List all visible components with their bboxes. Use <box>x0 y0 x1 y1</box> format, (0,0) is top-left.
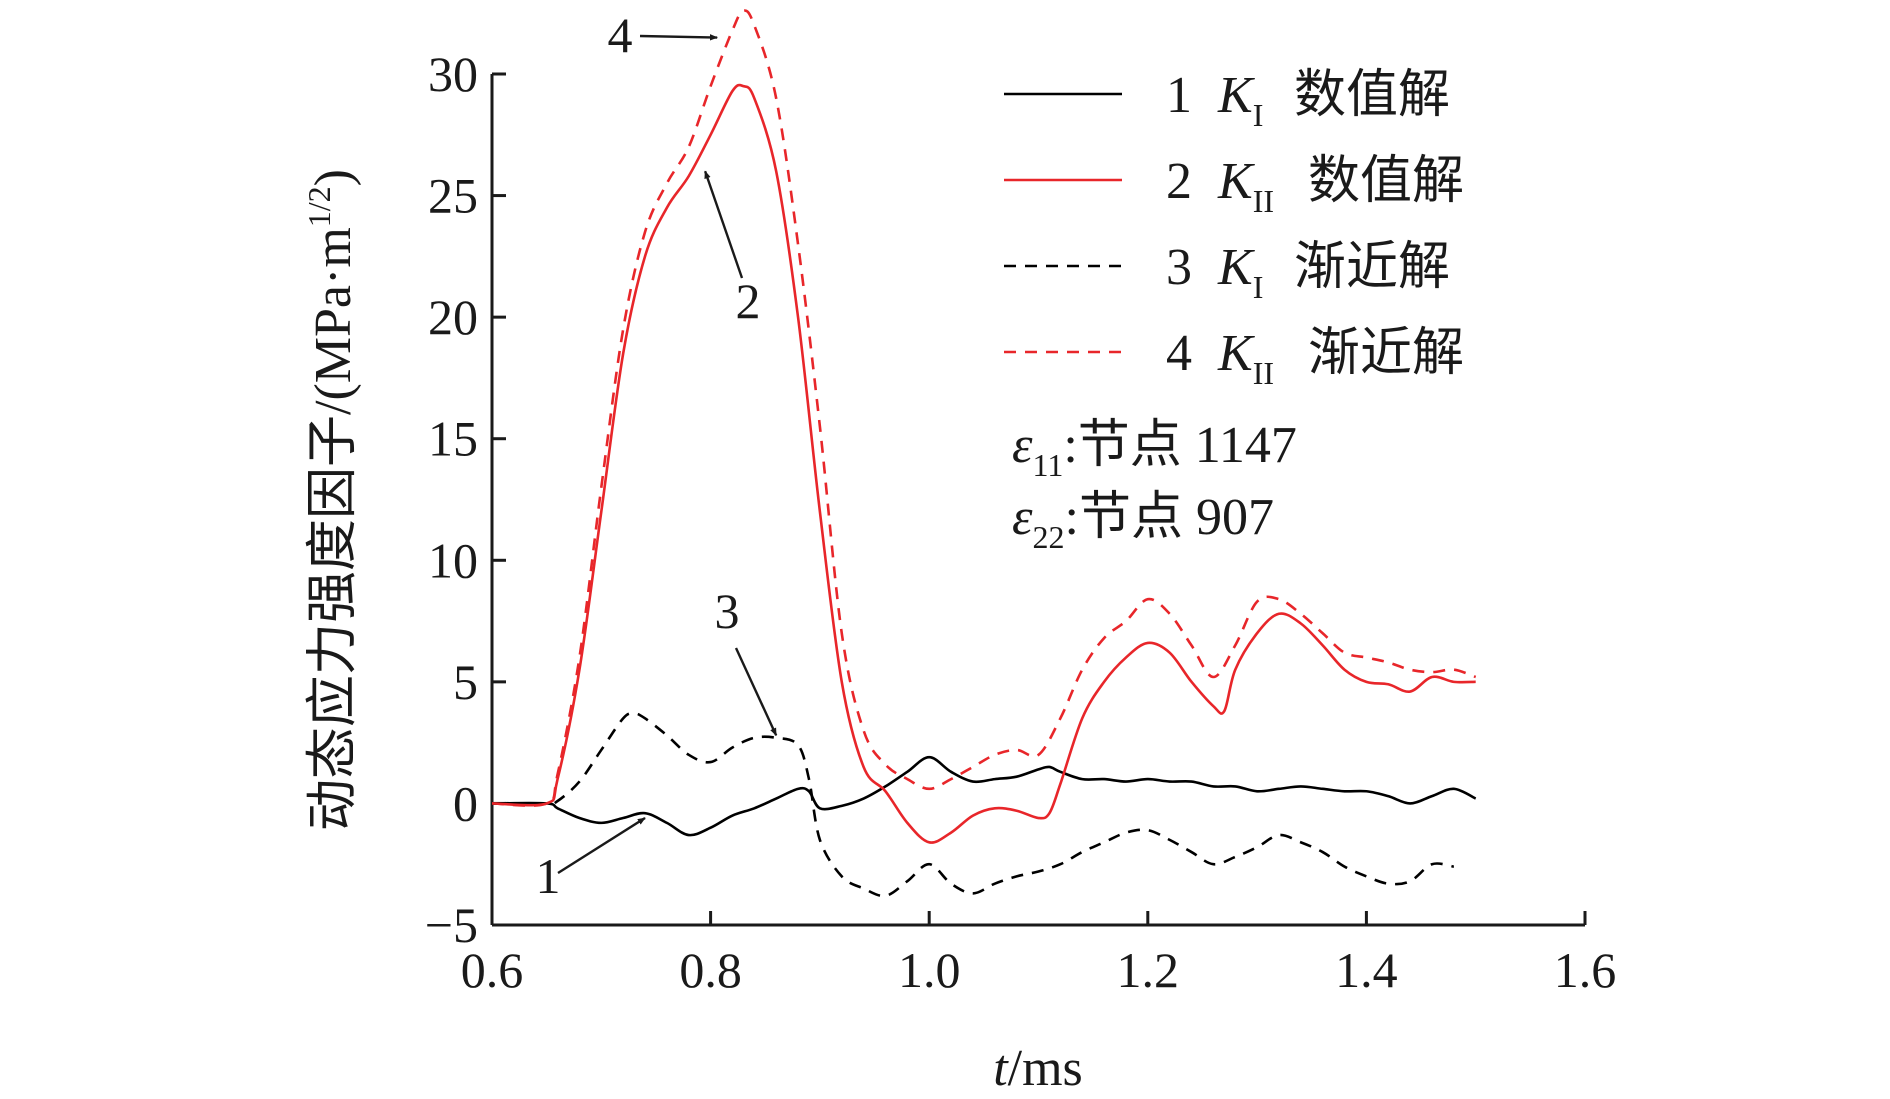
x-tick-label: 1.0 <box>898 942 961 998</box>
callout-arrow-3 <box>734 647 778 737</box>
y-axis-label-sup: 1/2 <box>301 186 337 227</box>
legend-subscript: I <box>1253 269 1264 305</box>
legend-name-3: 渐近解 <box>1294 239 1450 296</box>
x-tick-label: 0.6 <box>461 942 524 998</box>
legend-number-1: 1 <box>1166 67 1192 124</box>
y-tick-label: 0 <box>453 775 478 831</box>
callout-layer: 1 2 3 4 <box>536 7 778 904</box>
legend-symbol-k: K <box>1217 153 1255 210</box>
series-line-2 <box>491 83 1476 844</box>
series-line-3 <box>491 712 1455 898</box>
y-tick-label: 15 <box>428 411 478 467</box>
y-tick-label: 20 <box>428 289 478 345</box>
legend-subscript: II <box>1253 355 1274 391</box>
x-axis-label-rest: /ms <box>1008 1040 1083 1097</box>
legend-symbol-4: KII <box>1217 325 1274 391</box>
legend-subscript: I <box>1253 97 1264 133</box>
legend-symbol-2: KII <box>1217 153 1274 219</box>
callout-label-1: 1 <box>536 848 561 904</box>
callout-arrow-2 <box>704 170 744 279</box>
legend-symbol-3: KI <box>1217 239 1263 305</box>
note-2: ε22:节点 907 <box>1012 489 1274 555</box>
x-axis-label: t/ms <box>993 1040 1083 1097</box>
y-tick-label: 5 <box>453 654 478 710</box>
x-tick-label: 1.2 <box>1117 942 1180 998</box>
note-text: :节点 907 <box>1065 489 1274 546</box>
legend-symbol-k: K <box>1217 239 1255 296</box>
note-symbol: ε <box>1012 417 1033 474</box>
callout-label-3: 3 <box>715 583 740 639</box>
x-tick-label: 0.8 <box>679 942 742 998</box>
legend-name-1: 数值解 <box>1294 67 1450 124</box>
series-layer <box>491 9 1477 898</box>
note-subscript: 11 <box>1033 447 1064 483</box>
y-tick-label: −5 <box>425 897 478 953</box>
callout-arrow-4 <box>639 34 718 41</box>
x-tick-label: 1.4 <box>1335 942 1398 998</box>
note-subscript: 22 <box>1033 519 1065 555</box>
legend-name-2: 数值解 <box>1308 153 1464 210</box>
y-ticks: −5 0 5 10 15 20 25 30 <box>425 46 506 953</box>
y-axis-label-main: 动态应力强度因子/(MPa·m <box>305 227 362 831</box>
note-1: ε11:节点 1147 <box>1012 417 1297 483</box>
x-axis-label-italic: t <box>993 1040 1009 1097</box>
legend-number-3: 3 <box>1166 239 1192 296</box>
callout-arrow-1 <box>557 817 646 875</box>
y-axis-label-end: ) <box>305 169 362 186</box>
callout-label-4: 4 <box>608 7 633 63</box>
legend-symbol-k: K <box>1217 325 1255 382</box>
legend-symbol-1: KI <box>1217 67 1263 133</box>
y-tick-label: 10 <box>428 532 478 588</box>
series-line-1 <box>491 755 1477 837</box>
note-text: :节点 1147 <box>1063 417 1297 474</box>
note-symbol: ε <box>1012 489 1033 546</box>
legend-number-4: 4 <box>1166 325 1192 382</box>
legend-number-2: 2 <box>1166 153 1192 210</box>
callout-label-2: 2 <box>736 273 761 329</box>
legend-symbol-k: K <box>1217 67 1255 124</box>
x-ticks: 0.6 0.8 1.0 1.2 1.4 1.6 <box>461 911 1617 998</box>
x-tick-label: 1.6 <box>1554 942 1617 998</box>
y-tick-label: 25 <box>428 168 478 224</box>
y-tick-label: 30 <box>428 46 478 102</box>
axes <box>490 74 1585 927</box>
series-line-4 <box>491 9 1477 807</box>
y-axis-label: 动态应力强度因子/(MPa·m1/2) <box>301 169 362 831</box>
legend-subscript: II <box>1253 183 1274 219</box>
legend-name-4: 渐近解 <box>1308 325 1464 382</box>
